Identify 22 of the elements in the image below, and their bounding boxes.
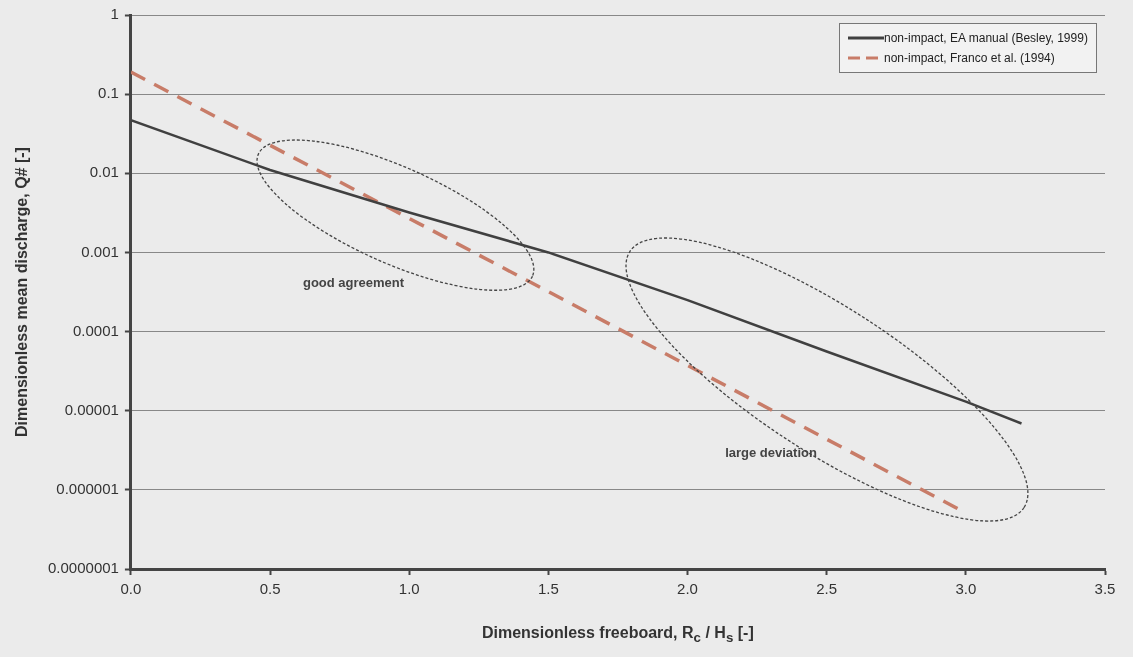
annotation: good agreement [302, 274, 405, 290]
y-tick-label: 0.0000001 [48, 559, 119, 577]
legend-label: non-impact, EA manual (Besley, 1999) [884, 31, 1088, 45]
legend-label: non-impact, Franco et al. (1994) [884, 51, 1055, 65]
x-tick-label: 0.0 [120, 580, 142, 598]
y-tick-label: 0.1 [98, 84, 119, 102]
y-tick-label: 1 [110, 5, 119, 23]
x-tick-label: 1.5 [537, 580, 559, 598]
x-axis-title: Dimensionless freeboard, R$_{c}$ / H$_{s}$ [-] [481, 624, 754, 646]
x-tick-label: 3.0 [955, 580, 977, 598]
x-tick-label: 2.0 [677, 580, 698, 598]
y-tick-label: 0.0001 [73, 321, 119, 339]
y-tick-label: 0.01 [89, 163, 119, 181]
y-axis-title: Dimensionless mean discharge, Q# [-] [12, 147, 31, 437]
x-tick-label: 0.5 [259, 580, 281, 598]
y-tick-label: 0.00001 [64, 400, 119, 418]
annotation: large deviation [725, 444, 817, 460]
x-tick-label: 2.5 [816, 580, 838, 598]
y-tick-label: 0.001 [81, 242, 119, 260]
x-tick-label: 1.0 [398, 580, 420, 598]
y-tick-label: 0.000001 [56, 480, 119, 497]
x-tick-label: 3.5 [1094, 580, 1116, 598]
